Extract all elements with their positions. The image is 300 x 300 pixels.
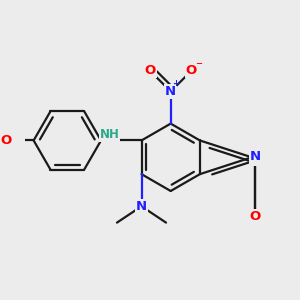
Text: N: N xyxy=(250,152,261,165)
Text: −: − xyxy=(195,59,202,68)
Text: O: O xyxy=(186,64,197,77)
Text: O: O xyxy=(250,210,261,224)
Text: O: O xyxy=(144,64,156,77)
Text: N: N xyxy=(136,200,147,213)
Text: O: O xyxy=(0,134,11,147)
Text: NH: NH xyxy=(99,128,119,141)
Text: N: N xyxy=(165,85,176,98)
Text: +: + xyxy=(172,79,179,88)
Text: N: N xyxy=(250,150,261,163)
